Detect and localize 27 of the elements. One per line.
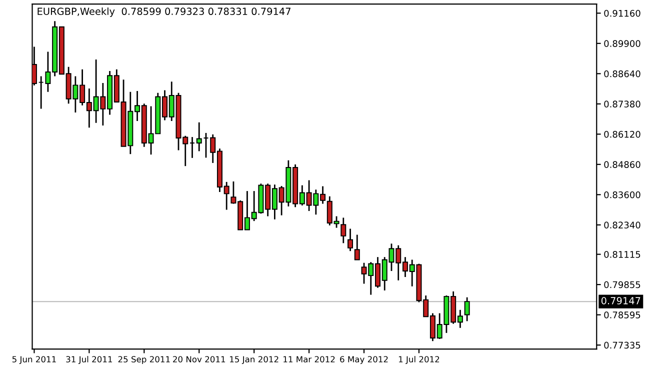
x-tick-label: 25 Sep 2011	[118, 356, 170, 364]
y-tick-label: 0.83600	[604, 191, 640, 198]
y-tick-label: 0.87380	[604, 100, 640, 108]
y-tick-label: 0.88640	[604, 70, 640, 78]
x-tick-label: 1 Jul 2012	[398, 356, 440, 364]
x-tick-label: 6 May 2012	[340, 356, 388, 364]
candlestick	[340, 217, 346, 244]
x-tick-label: 11 Mar 2012	[284, 356, 335, 362]
candlestick	[348, 228, 354, 252]
candlestick	[464, 296, 470, 322]
y-tick-label: 0.78595	[604, 312, 640, 318]
y-tick-label: 0.86120	[604, 130, 640, 138]
x-tick-label: 5 Jun 2011	[12, 356, 56, 364]
x-tick-label: 31 Jul 2011	[66, 356, 112, 364]
y-tick-label: 0.84860	[604, 161, 640, 168]
x-tick-label: 15 Jan 2012	[230, 356, 278, 364]
chart-title: EURGBP,Weekly 0.78599 0.79323 0.78331 0.79147	[38, 7, 290, 17]
candlestick	[354, 234, 360, 260]
y-tick-label: 0.77335	[604, 342, 640, 349]
candlestick	[189, 136, 195, 159]
y-tick-label: 0.79855	[604, 281, 640, 288]
y-tick-label: 0.81115	[604, 251, 640, 258]
y-tick-label: 0.89900	[604, 40, 640, 47]
x-tick-label: 20 Nov 2011	[173, 356, 226, 362]
ref-line-label: 0.79147	[601, 297, 640, 304]
y-tick-label: 0.91160	[604, 10, 640, 17]
y-tick-label: 0.82340	[604, 222, 640, 228]
